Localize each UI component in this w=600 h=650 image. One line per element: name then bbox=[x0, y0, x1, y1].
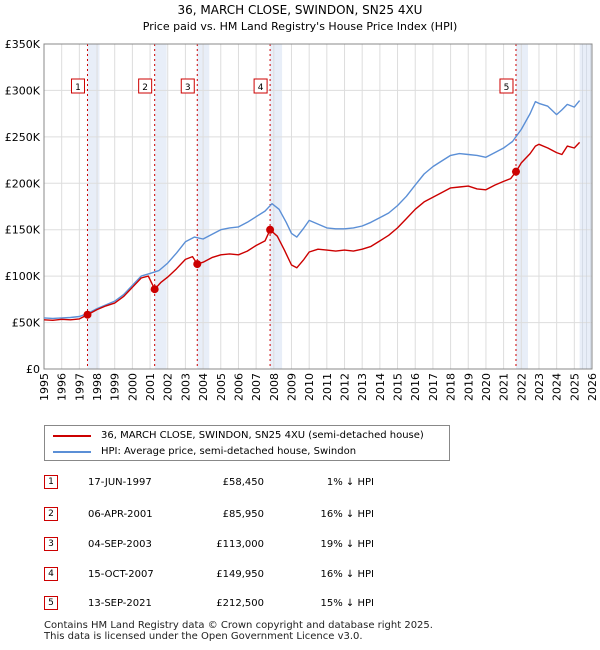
table-row: 1 17-JUN-1997 £58,450 1% ↓ HPI bbox=[44, 474, 464, 492]
y-tick-label: £100K bbox=[5, 270, 41, 283]
sale-point bbox=[193, 260, 202, 269]
x-tick-label: 1995 bbox=[38, 373, 51, 401]
y-tick-label: £50K bbox=[12, 317, 41, 330]
legend-swatch-hpi bbox=[53, 451, 91, 453]
sale-price: £212,500 bbox=[216, 598, 264, 609]
y-tick-label: £350K bbox=[5, 38, 41, 51]
chart-subtitle: Price paid vs. HM Land Registry's House … bbox=[143, 20, 458, 33]
x-tick-label: 2005 bbox=[215, 373, 228, 401]
sale-price: £113,000 bbox=[216, 539, 264, 550]
footer-license: This data is licensed under the Open Gov… bbox=[44, 631, 363, 642]
sale-marker-badge: 2 bbox=[44, 507, 58, 521]
sale-hpi-diff: 15% ↓ HPI bbox=[320, 598, 374, 609]
x-tick-label: 2017 bbox=[427, 373, 440, 401]
x-tick-label: 2025 bbox=[568, 373, 581, 401]
series-line-property bbox=[43, 141, 581, 321]
chart-title: 36, MARCH CLOSE, SWINDON, SN25 4XU bbox=[178, 3, 423, 17]
x-tick-label: 1998 bbox=[91, 373, 104, 401]
sale-point bbox=[150, 285, 159, 294]
sale-marker-badge: 4 bbox=[44, 567, 58, 581]
x-tick-label: 2002 bbox=[162, 373, 175, 401]
x-tick-label: 2021 bbox=[498, 373, 511, 401]
forecast-band bbox=[579, 44, 592, 369]
sale-hpi-diff: 19% ↓ HPI bbox=[320, 539, 374, 550]
legend-label-hpi: HPI: Average price, semi-detached house,… bbox=[101, 446, 357, 457]
sale-band bbox=[154, 44, 167, 369]
legend-swatch-property bbox=[53, 435, 91, 437]
table-row: 3 04-SEP-2003 £113,000 19% ↓ HPI bbox=[44, 536, 464, 554]
x-tick-label: 2007 bbox=[250, 373, 263, 401]
x-tick-label: 1996 bbox=[56, 373, 69, 401]
sale-marker-badge: 1 bbox=[44, 475, 58, 489]
x-tick-label: 1999 bbox=[109, 373, 122, 401]
y-tick-label: £150K bbox=[5, 224, 41, 237]
x-tick-label: 2022 bbox=[515, 373, 528, 401]
x-tick-label: 2013 bbox=[356, 373, 369, 401]
x-tick-label: 2012 bbox=[339, 373, 352, 401]
y-tick-label: £250K bbox=[5, 131, 41, 144]
sale-price: £58,450 bbox=[222, 477, 264, 488]
x-tick-label: 2018 bbox=[445, 373, 458, 401]
table-row: 5 13-SEP-2021 £212,500 15% ↓ HPI bbox=[44, 595, 464, 613]
x-tick-label: 2009 bbox=[285, 373, 298, 401]
sale-date: 06-APR-2001 bbox=[88, 509, 153, 520]
x-tick-label: 2024 bbox=[551, 373, 564, 401]
sale-date: 15-OCT-2007 bbox=[88, 569, 154, 580]
plot-background bbox=[44, 44, 592, 369]
x-tick-label: 2019 bbox=[462, 373, 475, 401]
sale-point bbox=[511, 167, 520, 176]
sale-number-label: 1 bbox=[75, 83, 81, 93]
price-chart: 36, MARCH CLOSE, SWINDON, SN25 4XU Price… bbox=[5, 3, 599, 401]
sale-hpi-diff: 16% ↓ HPI bbox=[320, 569, 374, 580]
x-tick-label: 2014 bbox=[374, 373, 387, 401]
sale-marker-badge: 3 bbox=[44, 537, 58, 551]
footer-copyright: Contains HM Land Registry data © Crown c… bbox=[44, 620, 433, 631]
legend: 36, MARCH CLOSE, SWINDON, SN25 4XU (semi… bbox=[44, 425, 450, 461]
x-tick-label: 2026 bbox=[586, 373, 599, 401]
sale-price: £149,950 bbox=[216, 569, 264, 580]
sale-date: 17-JUN-1997 bbox=[88, 477, 152, 488]
sale-number-box bbox=[70, 78, 85, 94]
series-line-hpi bbox=[43, 100, 581, 320]
x-tick-label: 2020 bbox=[480, 373, 493, 401]
x-tick-label: 2008 bbox=[268, 373, 281, 401]
sale-number-box bbox=[138, 78, 153, 94]
sale-number-box bbox=[180, 78, 195, 94]
x-tick-label: 2023 bbox=[533, 373, 546, 401]
sale-hpi-diff: 16% ↓ HPI bbox=[320, 509, 374, 520]
sale-number-label: 5 bbox=[504, 83, 510, 93]
sale-point bbox=[266, 225, 275, 234]
x-tick-label: 1997 bbox=[73, 373, 86, 401]
sale-number-box bbox=[253, 78, 268, 94]
x-tick-label: 2006 bbox=[232, 373, 245, 401]
x-tick-label: 2010 bbox=[303, 373, 316, 401]
sale-number-label: 4 bbox=[258, 83, 264, 93]
footer-notice: Contains HM Land Registry data © Crown c… bbox=[44, 620, 433, 642]
x-tick-label: 2015 bbox=[392, 373, 405, 401]
sale-date: 04-SEP-2003 bbox=[88, 539, 152, 550]
table-row: 4 15-OCT-2007 £149,950 16% ↓ HPI bbox=[44, 566, 464, 584]
table-row: 2 06-APR-2001 £85,950 16% ↓ HPI bbox=[44, 506, 464, 524]
y-tick-label: £300K bbox=[5, 84, 41, 97]
sale-price: £85,950 bbox=[222, 509, 264, 520]
sale-number-box bbox=[499, 78, 514, 94]
sale-date: 13-SEP-2021 bbox=[88, 598, 152, 609]
sale-hpi-diff: 1% ↓ HPI bbox=[326, 477, 374, 488]
sale-marker-badge: 5 bbox=[44, 596, 58, 610]
sale-number-label: 3 bbox=[185, 83, 191, 93]
sale-point bbox=[83, 310, 92, 319]
x-tick-label: 2011 bbox=[321, 373, 334, 401]
x-tick-label: 2001 bbox=[144, 373, 157, 401]
sale-band bbox=[515, 44, 528, 369]
y-tick-label: £0 bbox=[26, 363, 40, 376]
sale-band bbox=[87, 44, 100, 369]
x-tick-label: 2016 bbox=[409, 373, 422, 401]
legend-label-property: 36, MARCH CLOSE, SWINDON, SN25 4XU (semi… bbox=[101, 430, 424, 441]
y-tick-label: £200K bbox=[5, 177, 41, 190]
sale-number-label: 2 bbox=[142, 83, 148, 93]
x-tick-label: 2000 bbox=[126, 373, 139, 401]
plot-frame bbox=[43, 43, 593, 370]
x-tick-label: 2003 bbox=[179, 373, 192, 401]
x-tick-label: 2004 bbox=[197, 373, 210, 401]
